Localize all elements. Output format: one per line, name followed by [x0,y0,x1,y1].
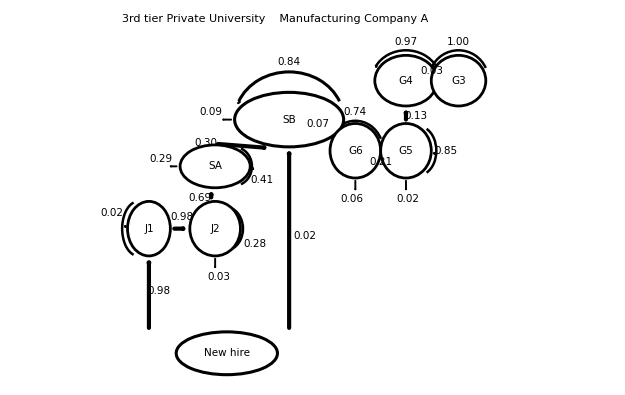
Text: 0.84: 0.84 [278,57,301,67]
Ellipse shape [375,55,437,106]
Text: J2: J2 [211,224,220,234]
Text: 0.97: 0.97 [394,37,418,47]
Ellipse shape [180,145,250,188]
Text: 0.03: 0.03 [421,66,444,76]
Text: 0.21: 0.21 [369,158,392,167]
Text: 0.69: 0.69 [189,192,212,203]
Ellipse shape [381,124,431,178]
Ellipse shape [431,55,486,106]
Text: 0.98: 0.98 [171,212,194,222]
Ellipse shape [127,201,171,256]
Text: SA: SA [208,161,222,171]
Text: 0.85: 0.85 [434,146,457,156]
Text: 1.00: 1.00 [447,37,470,47]
Text: G5: G5 [399,146,413,156]
Text: 0.28: 0.28 [244,239,267,249]
Ellipse shape [176,332,278,375]
Text: SB: SB [282,115,296,124]
Text: 0.02: 0.02 [396,194,419,205]
Text: 0.74: 0.74 [344,107,367,117]
Text: 0.02: 0.02 [101,208,123,218]
Text: G4: G4 [399,76,413,86]
Text: 0.13: 0.13 [404,111,428,121]
Text: 0.41: 0.41 [250,175,273,185]
Text: J1: J1 [144,224,154,234]
Text: 0.29: 0.29 [149,154,172,164]
Ellipse shape [330,124,381,178]
Text: G6: G6 [348,146,362,156]
Text: 0.07: 0.07 [307,118,330,128]
Ellipse shape [190,201,241,256]
Text: 0.02: 0.02 [293,231,316,241]
Text: G3: G3 [451,76,466,86]
Text: 0.06: 0.06 [341,194,364,205]
Text: New hire: New hire [204,348,250,358]
Text: 0.98: 0.98 [147,286,170,296]
Text: 0.09: 0.09 [200,107,222,117]
Ellipse shape [234,92,344,147]
Text: 0.30: 0.30 [194,138,217,148]
Text: 0.03: 0.03 [208,272,231,282]
Text: 3rd tier Private University    Manufacturing Company A: 3rd tier Private University Manufacturin… [122,15,428,24]
